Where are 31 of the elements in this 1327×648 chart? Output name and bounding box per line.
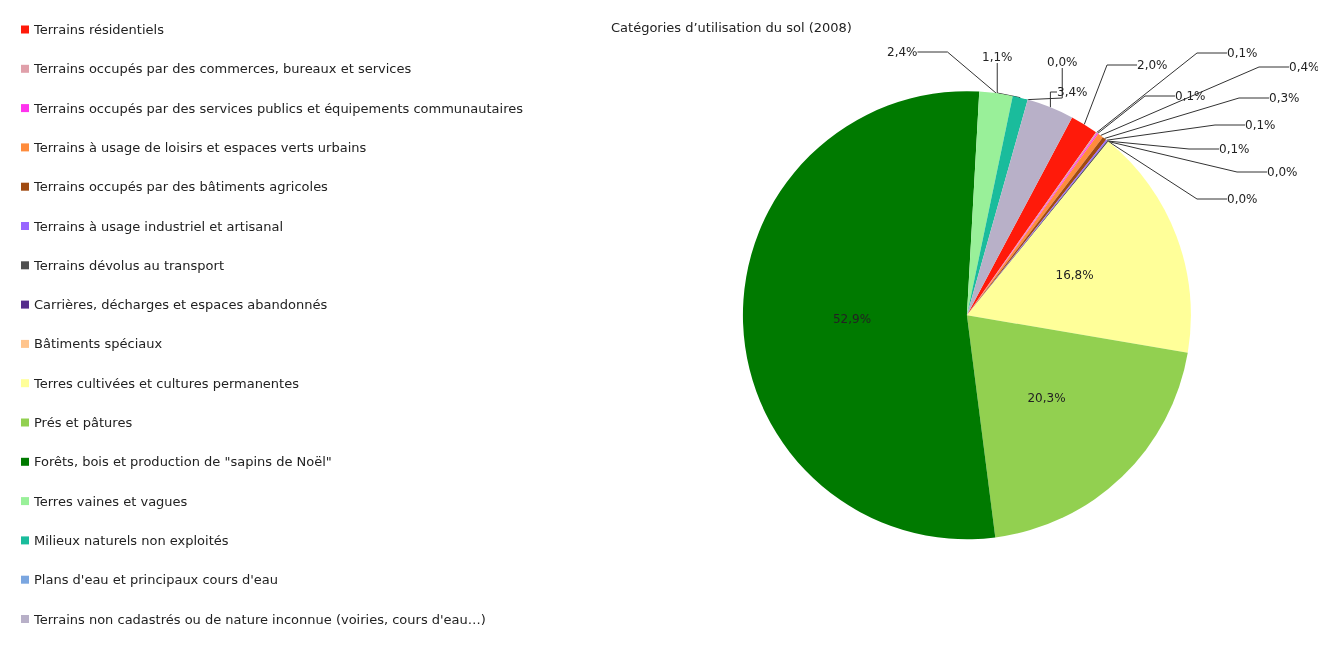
legend-label: Prés et pâtures [34,415,133,430]
legend-label: Terres cultivées et cultures permanentes [33,375,300,391]
data-label: 0,1% [1227,46,1258,60]
legend-label: Terrains dévolus au transport [33,257,224,273]
legend-label: Bâtiments spéciaux [34,336,163,352]
text: 0,0% [1267,165,1298,179]
legend-label: Terrains occupés par des bâtiments agricoles [33,179,329,195]
legend-label: Terrains résidentiels [33,22,165,37]
data-label: 0,3% [1269,91,1300,105]
legend-label: Terrains occupés par des commerces, bureaux et services [33,61,412,77]
legend-label: Terres vaines et vagues [33,493,188,509]
text: 0,0% [1227,192,1258,206]
data-label: 0,1% [1245,118,1276,132]
data-label: 0,1% [1219,142,1250,156]
text: 0,0% [1047,55,1078,69]
data-label: 0,4% [1289,60,1320,74]
data-label: 16,8% [1055,267,1094,282]
legend-label: Milieux naturels non exploités [34,532,229,548]
legend-label: Forêts, bois et production de "sapins de Noël" [34,454,332,470]
legend-label: Terrains à usage industriel et artisanal [33,218,284,234]
chart-title: Catégories d’utilisation du sol (2008) [611,20,852,35]
legend-label: Terrains occupés par des services publics et équipements communautaires [33,100,524,116]
data-label: 52,9% [832,312,872,327]
legend-label: Terrains à usage de loisirs et espaces verts urbains [33,139,367,155]
data-label: 2,0% [1137,58,1168,72]
legend-label: Carrières, décharges et espaces abandonnés [34,297,328,313]
legend-label: Terrains non cadastrés ou de nature inconnue (voiries, cours d'eau…) [33,611,486,627]
data-label: 2,4% [887,45,918,59]
data-label: 1,1% [982,50,1013,64]
data-label: 20,3% [1027,391,1066,406]
legend-label: Plans d'eau et principaux cours d'eau [34,572,279,588]
